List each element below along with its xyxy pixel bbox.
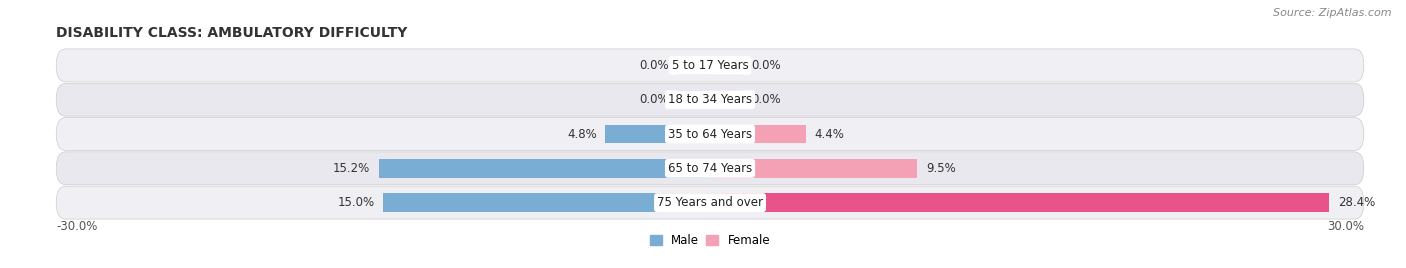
FancyBboxPatch shape [56, 49, 1364, 82]
Text: 18 to 34 Years: 18 to 34 Years [668, 93, 752, 106]
Bar [606, 125, 710, 143]
Text: 9.5%: 9.5% [925, 162, 956, 175]
Bar [382, 193, 710, 212]
Text: 15.0%: 15.0% [337, 196, 374, 209]
Legend: Male, Female: Male, Female [645, 229, 775, 252]
Text: 0.0%: 0.0% [751, 93, 782, 106]
Text: 4.4%: 4.4% [814, 128, 845, 140]
Text: Source: ZipAtlas.com: Source: ZipAtlas.com [1274, 8, 1392, 18]
Bar [378, 159, 710, 178]
Text: 15.2%: 15.2% [333, 162, 370, 175]
Text: 0.0%: 0.0% [751, 59, 782, 72]
FancyBboxPatch shape [56, 186, 1364, 219]
Text: 30.0%: 30.0% [1327, 220, 1364, 233]
Bar [678, 56, 710, 75]
Text: 4.8%: 4.8% [567, 128, 596, 140]
Bar [710, 193, 1329, 212]
Text: 0.0%: 0.0% [638, 59, 669, 72]
FancyBboxPatch shape [56, 118, 1364, 150]
Text: 5 to 17 Years: 5 to 17 Years [672, 59, 748, 72]
Bar [678, 90, 710, 109]
Text: 65 to 74 Years: 65 to 74 Years [668, 162, 752, 175]
Text: DISABILITY CLASS: AMBULATORY DIFFICULTY: DISABILITY CLASS: AMBULATORY DIFFICULTY [56, 26, 408, 40]
Text: 0.0%: 0.0% [638, 93, 669, 106]
Text: 28.4%: 28.4% [1337, 196, 1375, 209]
Text: -30.0%: -30.0% [56, 220, 97, 233]
Bar [710, 159, 917, 178]
Text: 75 Years and over: 75 Years and over [657, 196, 763, 209]
FancyBboxPatch shape [56, 152, 1364, 185]
FancyBboxPatch shape [56, 83, 1364, 116]
Text: 35 to 64 Years: 35 to 64 Years [668, 128, 752, 140]
Bar [710, 125, 806, 143]
Bar [710, 90, 742, 109]
Bar [710, 56, 742, 75]
